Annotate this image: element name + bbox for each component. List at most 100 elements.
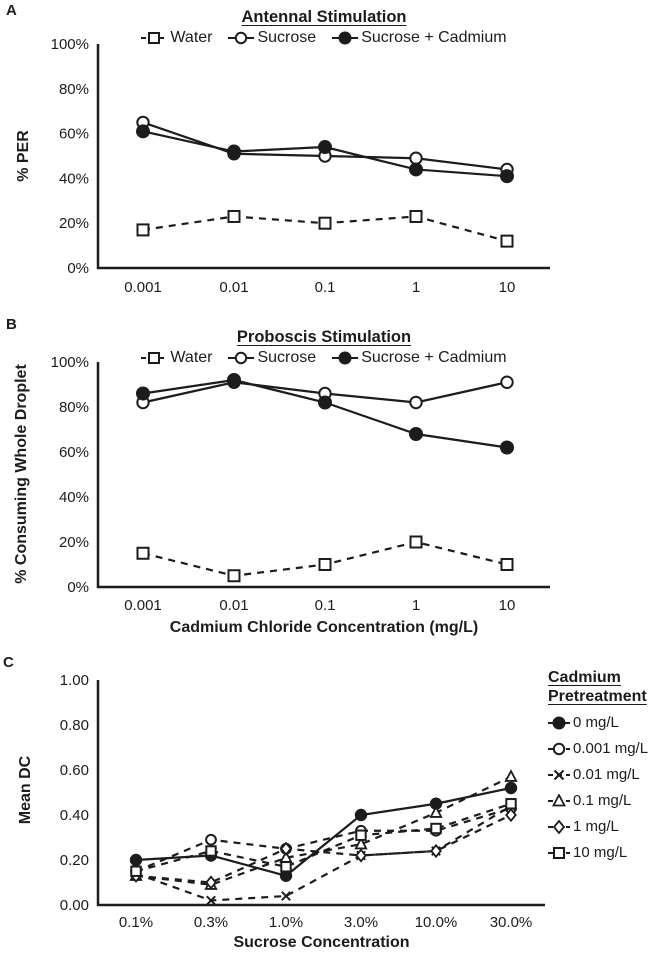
series-line-10-mg-l xyxy=(135,802,512,873)
x-tick-label: 0.01 xyxy=(219,597,248,614)
legend-item-water: Water xyxy=(141,29,212,47)
legend-item-sucrose-cadmium: Sucrose + Cadmium xyxy=(332,349,507,367)
square-open-marker xyxy=(409,209,423,223)
y-tick-label: 0.00 xyxy=(60,897,89,914)
x-tick-label: 0.001 xyxy=(124,279,162,296)
circle-filled-marker xyxy=(409,427,423,441)
legend-item-sucrose-cadmium: Sucrose + Cadmium xyxy=(332,29,507,47)
x-tick-label: 0.001 xyxy=(124,597,162,614)
y-tick-label: 0% xyxy=(67,579,89,596)
triangle-open-marker xyxy=(552,793,566,806)
circle-open-marker xyxy=(205,833,217,846)
y-tick-label: 60% xyxy=(59,444,89,461)
square-open-marker xyxy=(355,829,367,841)
circle-open-marker xyxy=(235,351,248,365)
legend-item-0-mg-l: 0 mg/L xyxy=(548,714,662,731)
circle-filled-marker xyxy=(136,124,150,139)
x-tick-label: 1 xyxy=(412,597,420,614)
circle-open-marker xyxy=(409,395,423,410)
square-open-marker xyxy=(136,223,150,237)
x-tick-label: 1.0% xyxy=(269,914,303,931)
axis-lines xyxy=(96,362,550,589)
panel-b-x-axis-title: Cadmium Chloride Concentration (mg/L) xyxy=(169,619,479,636)
square-open-marker xyxy=(148,32,161,44)
x-tick-label: 10 xyxy=(499,597,516,614)
y-tick-label: 80% xyxy=(59,81,89,98)
diamond-open-marker xyxy=(205,875,217,890)
circle-open-marker xyxy=(500,375,514,389)
square-open-marker xyxy=(318,558,332,571)
square-open-marker xyxy=(227,209,241,223)
square-open-marker xyxy=(318,216,332,230)
panel-b-legend: Water Sucrose Sucrose + Cadmium xyxy=(98,348,550,368)
legend-label: Sucrose + Cadmium xyxy=(361,349,507,366)
x-marker xyxy=(206,895,216,906)
panel-c: C Mean DC Sucrose Concentration 0.00 0.20… xyxy=(0,652,664,958)
legend-label: Water xyxy=(170,29,213,46)
y-tick-label: 0.20 xyxy=(60,852,89,869)
legend-marker-circle-filled xyxy=(332,351,359,365)
circle-filled-marker xyxy=(338,31,352,45)
legend-item-0-001-mg-l: 0.001 mg/L xyxy=(548,740,662,757)
legend-marker-circle-filled xyxy=(548,716,570,729)
legend-label: 10 mg/L xyxy=(573,844,628,861)
series-line-1-mg-l xyxy=(135,814,512,884)
triangle-open-marker xyxy=(429,805,443,818)
diamond-open-marker xyxy=(505,807,517,823)
legend-item-sucrose: Sucrose xyxy=(228,349,316,367)
y-tick-label: 0.60 xyxy=(60,762,89,779)
panel-letter-b: B xyxy=(6,316,17,333)
legend-label: 0 mg/L xyxy=(573,714,619,731)
y-tick-label: 20% xyxy=(59,215,89,232)
x-tick-label: 30.0% xyxy=(490,914,533,931)
legend-label: 0.1 mg/L xyxy=(573,792,632,809)
y-tick-label: 40% xyxy=(59,489,89,506)
circle-filled-marker xyxy=(500,169,514,184)
series-line-0-1-mg-l xyxy=(135,775,512,886)
panel-c-legend-title: Cadmium Pretreatment xyxy=(548,669,647,705)
circle-filled-marker xyxy=(227,373,241,387)
y-tick-label: 0.40 xyxy=(60,807,89,824)
square-open-marker xyxy=(430,822,442,835)
legend-label: Sucrose + Cadmium xyxy=(361,29,507,46)
panel-a-legend: Water Sucrose Sucrose + Cadmium xyxy=(98,28,550,48)
y-tick-label: 20% xyxy=(59,534,89,551)
square-open-marker xyxy=(136,546,150,560)
legend-marker-diamond-open xyxy=(548,819,570,834)
circle-filled-marker xyxy=(318,395,332,410)
series-line-0-mg-l xyxy=(135,786,512,877)
legend-marker-square-open xyxy=(141,352,168,364)
triangle-open-marker xyxy=(504,769,518,782)
circle-filled-marker xyxy=(227,144,241,159)
x-tick-label: 0.1 xyxy=(315,279,336,296)
x-tick-label: 0.3% xyxy=(194,914,228,931)
axis-lines xyxy=(96,680,545,907)
legend-marker-circle-open xyxy=(548,742,570,755)
x-tick-label: 0.1% xyxy=(119,914,153,931)
legend-item-0-1-mg-l: 0.1 mg/L xyxy=(548,792,662,809)
axis-lines xyxy=(96,44,550,270)
circle-open-marker xyxy=(235,31,248,45)
legend-marker-square-open xyxy=(141,32,168,44)
legend-marker-triangle-open xyxy=(548,793,570,806)
legend-label: 1 mg/L xyxy=(573,818,619,835)
x-tick-label: 0.1 xyxy=(315,597,336,614)
square-open-marker xyxy=(130,865,142,877)
y-tick-label: 100% xyxy=(51,36,89,53)
legend-item-10-mg-l: 10 mg/L xyxy=(548,844,662,861)
square-open-marker xyxy=(500,558,514,571)
square-open-marker xyxy=(505,798,517,810)
x-tick-label: 10.0% xyxy=(415,914,458,931)
panel-c-plot: 0.00 0.20 0.40 0.60 0.80 1.00 0.1% 0.3% 1.0% 3.0%… xyxy=(60,672,545,931)
legend-label: 0.001 mg/L xyxy=(573,740,649,757)
panel-b-title: Proboscis Stimulation xyxy=(236,328,412,346)
legend-item-water: Water xyxy=(141,349,212,367)
x-tick-label: 1 xyxy=(412,279,420,296)
panel-a-title: Antennal Stimulation xyxy=(241,8,407,26)
y-tick-label: 80% xyxy=(59,399,89,416)
panel-b-plot: 0% 20% 40% 60% 80% 100% 0.001 0.01 0.1 1 10 xyxy=(51,354,550,614)
square-open-marker xyxy=(148,352,161,364)
square-open-marker xyxy=(553,846,565,859)
legend-label: Sucrose xyxy=(257,29,317,46)
x-tick-label: 3.0% xyxy=(344,914,378,931)
